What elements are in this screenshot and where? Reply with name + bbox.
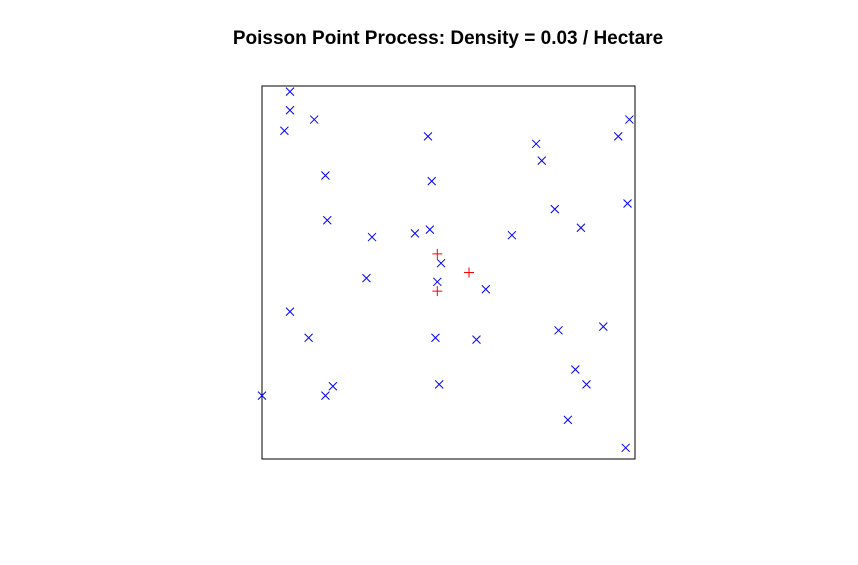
cross-point xyxy=(304,333,313,343)
cross-point xyxy=(613,132,623,141)
cross-point xyxy=(309,115,319,124)
point-marks xyxy=(257,87,634,453)
cross-point xyxy=(285,307,295,317)
cross-point xyxy=(280,126,289,136)
cross-point xyxy=(576,223,586,233)
cross-point xyxy=(285,105,295,115)
cross-point xyxy=(570,365,580,374)
cross-point xyxy=(537,156,547,165)
cross-point xyxy=(434,380,444,389)
cross-point xyxy=(550,204,560,214)
cross-point xyxy=(328,381,338,391)
plus-point xyxy=(432,248,443,259)
cross-point xyxy=(285,87,295,96)
cross-point xyxy=(425,225,435,234)
cross-point xyxy=(423,132,433,141)
cross-point xyxy=(431,333,440,343)
cross-point xyxy=(322,215,332,225)
cross-point xyxy=(623,199,632,208)
cross-point xyxy=(598,322,608,331)
plus-point xyxy=(432,286,443,297)
cross-point xyxy=(531,139,541,149)
cross-point xyxy=(436,258,446,268)
cross-point xyxy=(507,230,517,240)
cross-point xyxy=(321,171,330,180)
cross-point xyxy=(321,391,330,400)
cross-point xyxy=(481,284,491,294)
cross-point xyxy=(472,335,481,344)
cross-point xyxy=(367,232,377,242)
cross-point xyxy=(427,176,437,186)
cross-point xyxy=(257,391,267,400)
cross-point xyxy=(625,115,634,124)
cross-point xyxy=(432,277,442,287)
chart-title: Poisson Point Process: Density = 0.03 / … xyxy=(232,28,664,49)
cross-point xyxy=(362,273,371,283)
cross-point xyxy=(410,228,420,238)
cross-point xyxy=(621,443,631,453)
plot-frame xyxy=(261,85,636,460)
cross-point xyxy=(582,380,591,389)
cross-point xyxy=(563,415,573,425)
cross-point xyxy=(554,325,563,335)
plus-point xyxy=(464,267,475,278)
